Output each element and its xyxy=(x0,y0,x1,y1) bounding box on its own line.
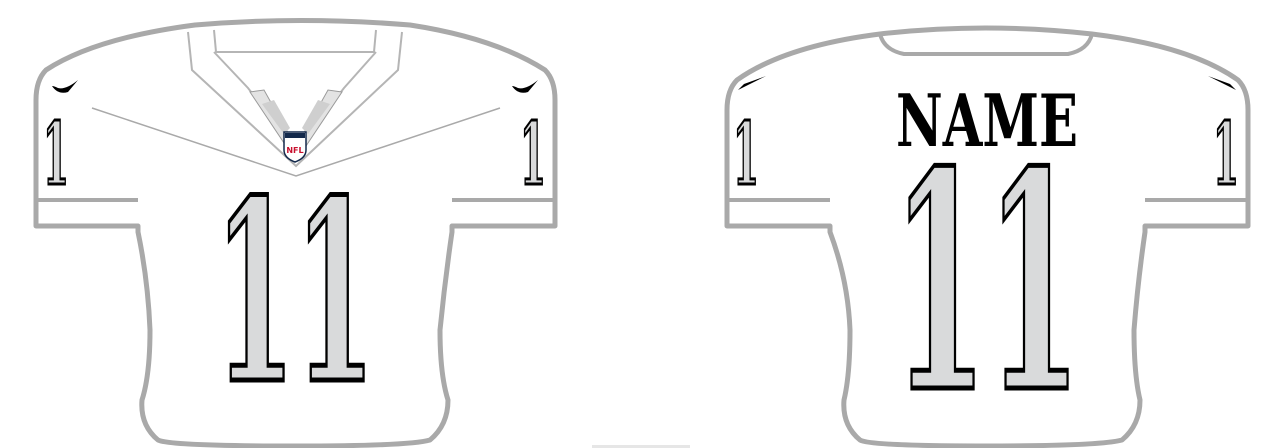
front-chest-number: 11 xyxy=(215,145,375,439)
back-number: 11 xyxy=(893,106,1081,448)
front-sleeve-number-left: 1 xyxy=(43,104,69,205)
front-sleeve-number-right: 1 xyxy=(520,104,546,205)
back-sleeve-number-right: 1 xyxy=(1213,104,1239,205)
back-sleeve-number-left: 1 xyxy=(733,104,759,205)
